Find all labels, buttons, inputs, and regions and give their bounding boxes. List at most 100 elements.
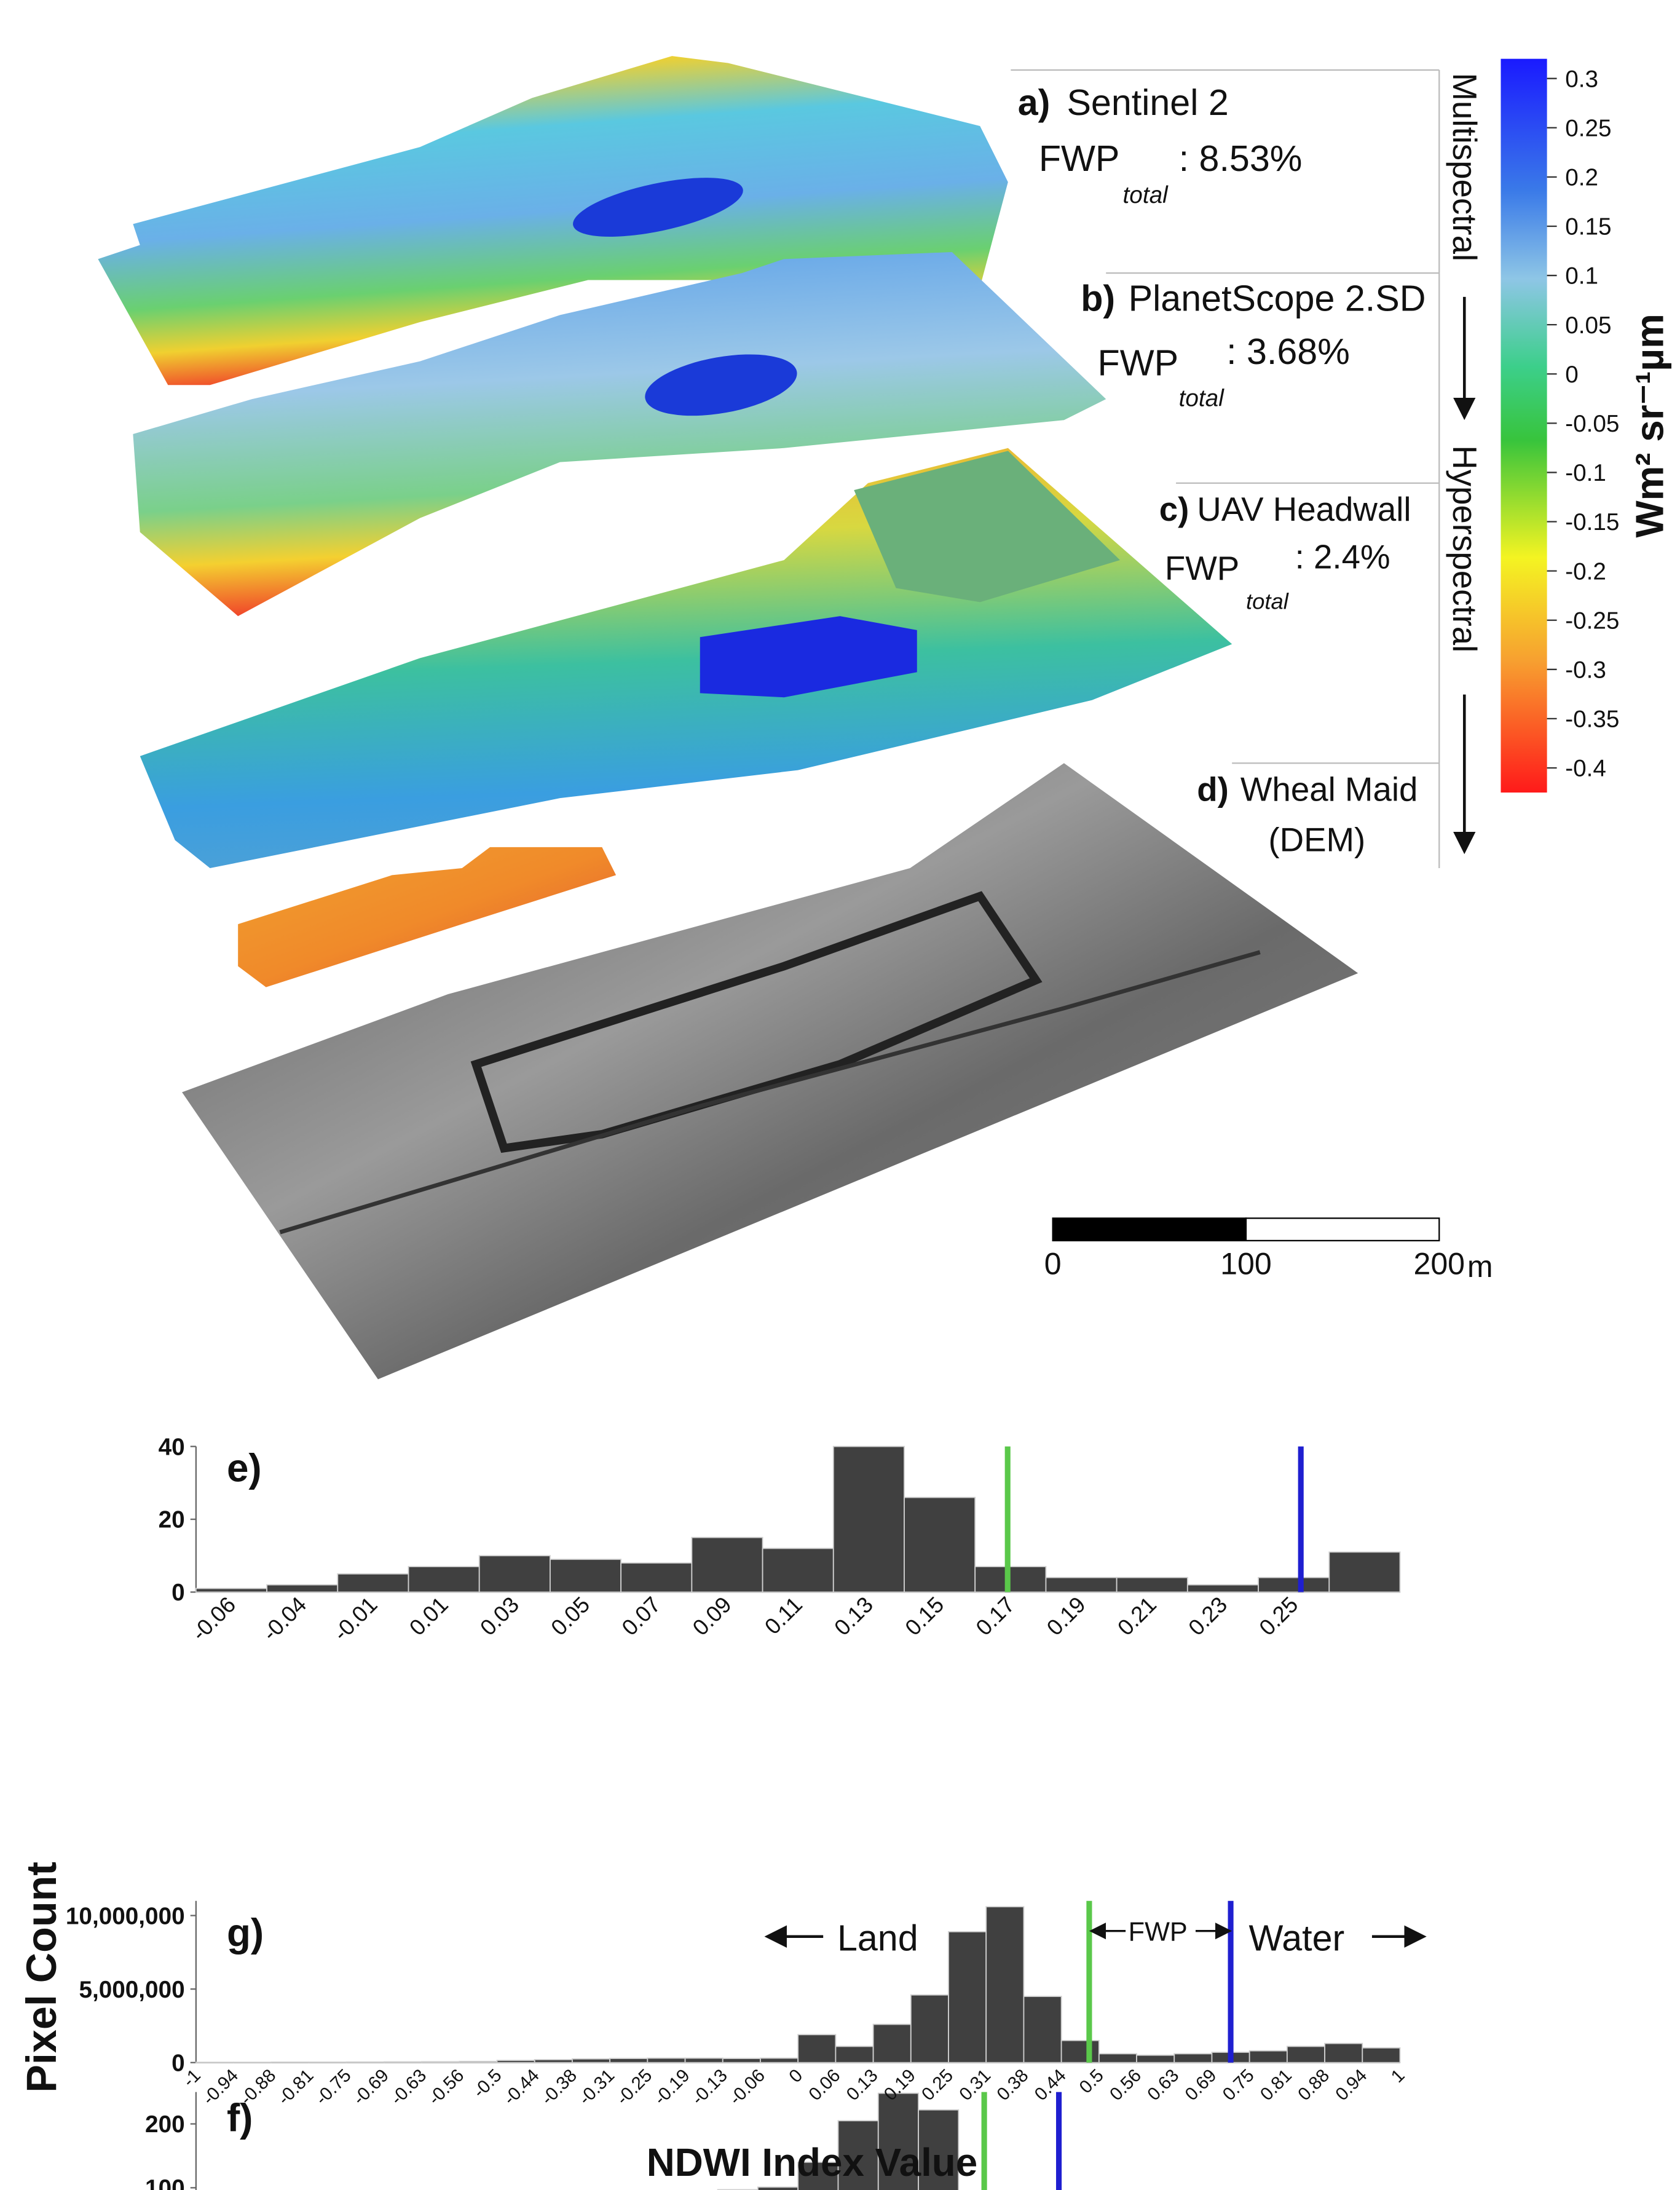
bar	[266, 1584, 339, 1593]
x-tick-label: -0.69	[349, 2065, 393, 2109]
bar	[797, 2034, 837, 2063]
x-tick-label: -0.56	[424, 2065, 468, 2109]
x-tick-label: 1	[1387, 2065, 1409, 2087]
scale-label: 200	[1413, 1247, 1465, 1281]
x-tick-label: 0.88	[1294, 2065, 1333, 2105]
bar	[797, 2161, 839, 2190]
bar	[948, 1931, 987, 2063]
colorbar-tick-label: 0	[1565, 362, 1579, 388]
bar	[757, 2186, 799, 2190]
y-tick-label: 10,000,000	[66, 1903, 185, 1929]
y-tick-label: 5,000,000	[79, 1977, 184, 2003]
panel-name: Sentinel 2	[1067, 82, 1228, 123]
bar	[459, 2060, 498, 2063]
scale-segment	[1052, 1217, 1247, 1241]
colorbar-tick-label: 0.05	[1565, 312, 1611, 339]
bar	[337, 1573, 409, 1593]
bar	[345, 2061, 385, 2063]
bar	[620, 1562, 693, 1593]
bar	[1186, 1584, 1259, 1593]
bar	[904, 1496, 976, 1593]
scale-unit: m	[1467, 1249, 1493, 1284]
x-tick-label: 0.07	[617, 1592, 665, 1640]
y-tick-label: 100	[145, 2175, 185, 2190]
panel-letter: d)	[1197, 771, 1229, 808]
metric: FWP	[1039, 138, 1120, 179]
panel-name: UAV Headwall	[1197, 491, 1411, 528]
bar	[762, 1548, 834, 1593]
x-tick-label: 0.5	[1075, 2065, 1107, 2097]
metric-subscript: total	[1246, 589, 1289, 614]
bar	[1258, 1576, 1330, 1593]
x-tick-label: 0.75	[1219, 2065, 1258, 2105]
bar	[496, 2060, 535, 2063]
dem-feature	[279, 950, 1261, 1235]
map-feature	[573, 178, 743, 237]
metric: FWP	[1098, 342, 1179, 383]
x-tick-label: 0.23	[1183, 1592, 1232, 1640]
panel-letter: e)	[227, 1446, 262, 1490]
x-tick-label: -0.25	[612, 2065, 656, 2109]
bar	[270, 2062, 310, 2063]
bar	[835, 2046, 874, 2063]
y-tick-label: 0	[172, 2050, 185, 2076]
bar	[1173, 2053, 1213, 2063]
colorbar-tick-label: -0.05	[1565, 411, 1619, 437]
histograms: 0 20 40 -0.06 -0.04 -0.01 0.01 0.03 0.05 0.07 0.09…	[66, 1434, 1427, 2190]
colorbar-tick-label: -0.25	[1565, 607, 1619, 634]
x-tick-label: 0	[785, 2065, 806, 2087]
bar	[1324, 2042, 1363, 2063]
colorbar-tick-label: -0.4	[1565, 756, 1606, 782]
bar	[918, 2109, 960, 2190]
bar	[534, 2059, 573, 2063]
x-axis-title: NDWI Index Value	[647, 2140, 977, 2184]
bar	[308, 2062, 347, 2063]
x-tick-label: 0.69	[1181, 2065, 1220, 2105]
x-tick-label: 0.01	[404, 1592, 453, 1640]
bar	[383, 2061, 423, 2063]
bar	[1098, 2053, 1137, 2063]
scale-label: 0	[1044, 1247, 1062, 1281]
x-tick-label: -0.75	[312, 2065, 355, 2109]
bar	[572, 2058, 611, 2063]
bar	[877, 2092, 919, 2190]
colorbar-tick-label: -0.2	[1565, 558, 1606, 585]
bar	[985, 1906, 1025, 2063]
x-tick-label: 0.15	[900, 1592, 948, 1640]
bar	[478, 1555, 551, 1593]
bar	[974, 1566, 1047, 1593]
colorbar-tick-label: 0.2	[1565, 165, 1598, 191]
panel-letter: g)	[227, 1911, 264, 1955]
y-tick-label: 0	[172, 1579, 185, 1606]
x-tick-label: 0.94	[1331, 2065, 1371, 2105]
metric-value: : 8.53%	[1179, 138, 1303, 179]
colorbar-tick-label: 0.3	[1565, 66, 1598, 92]
x-tick-label: 0.03	[475, 1592, 524, 1640]
colorbar-tick-label: -0.35	[1565, 706, 1619, 733]
x-tick-label: -0.5	[469, 2065, 505, 2101]
y-tick-label: 20	[159, 1507, 185, 1533]
metric: FWP	[1165, 550, 1239, 587]
colorbar: Wm² sr⁻¹µm 0.3 0.25 0.2 0.15 0.1 0.05 0 -0.05 -0…	[1501, 58, 1672, 793]
annotation: Land	[837, 1918, 918, 1959]
annotation: Water	[1249, 1918, 1345, 1959]
group-label: Multispectral	[1446, 73, 1483, 261]
colorbar-tick-label: 0.1	[1565, 263, 1598, 290]
bar	[872, 2023, 912, 2063]
x-tick-label: -0.31	[575, 2065, 618, 2109]
map-layer-a	[98, 56, 1008, 385]
x-tick-label: 0.81	[1256, 2065, 1296, 2105]
bar	[832, 1445, 905, 1593]
x-tick-label: 0.21	[1113, 1592, 1161, 1640]
metric-value: : 3.68%	[1226, 331, 1350, 372]
colorbar-tick-label: -0.3	[1565, 657, 1606, 683]
map-layers	[98, 56, 1359, 1380]
colorbar-tick-label: -0.1	[1565, 460, 1606, 486]
x-tick-label: 0.13	[829, 1592, 878, 1640]
bar	[609, 2058, 649, 2063]
bar	[1136, 2054, 1175, 2063]
x-tick-label: 0.25	[918, 2065, 957, 2105]
bar	[1045, 1576, 1118, 1593]
scale-segment	[1245, 1217, 1440, 1241]
